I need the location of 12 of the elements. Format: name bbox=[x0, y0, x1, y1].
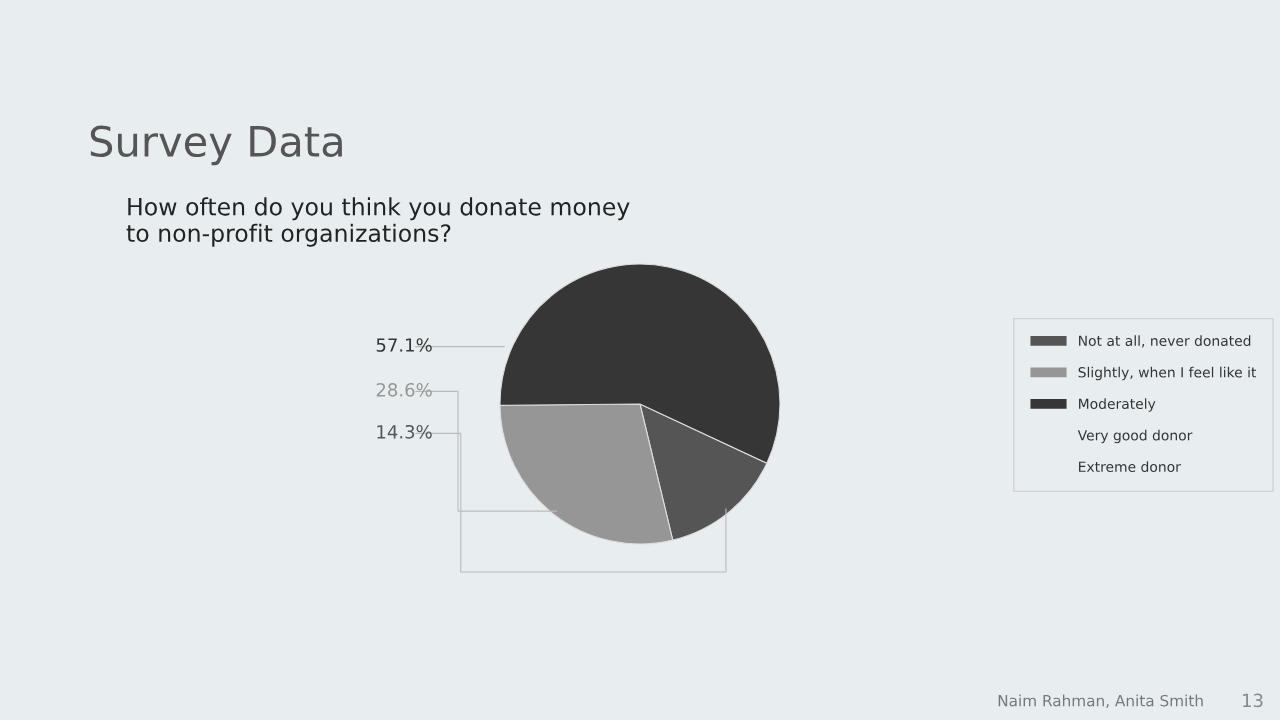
legend-label: Not at all, never donated bbox=[1079, 335, 1251, 348]
legend-label: Moderately bbox=[1079, 398, 1156, 412]
chart-title: Survey Data bbox=[90, 125, 342, 166]
chart-subtitle: How often do you think you donate money to non-profit organizations? bbox=[126, 197, 630, 247]
text: Naim Rahman, Anita Smith bbox=[998, 694, 1203, 708]
category-label: Very good donor bbox=[1077, 429, 1193, 444]
data-label: 14.3% bbox=[377, 424, 432, 439]
category-label: Extreme donor bbox=[1079, 461, 1181, 473]
text: 13 bbox=[1243, 693, 1263, 708]
data-label: 28.6% bbox=[376, 382, 432, 397]
data-label: 57.1% bbox=[376, 338, 432, 352]
legend-label: Slightly, when I feel like it bbox=[1078, 366, 1257, 381]
